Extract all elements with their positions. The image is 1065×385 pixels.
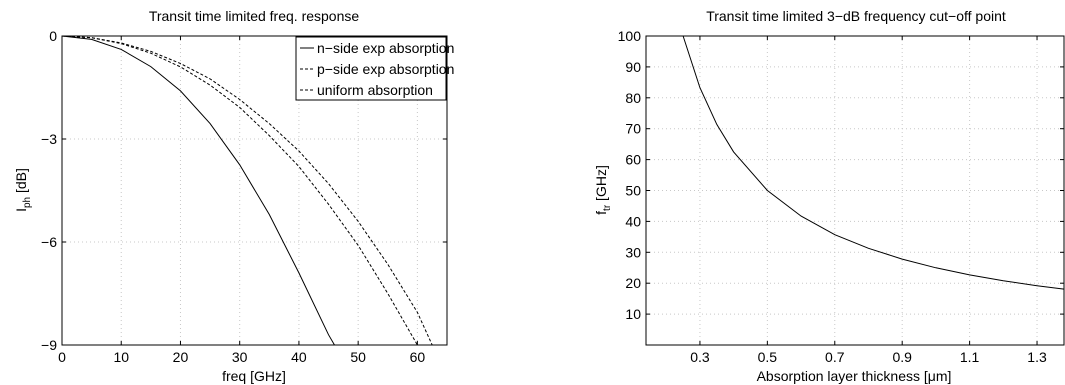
chart-left-ylabel-unit: [dB] bbox=[13, 168, 29, 197]
chart-left-series-2 bbox=[61, 35, 433, 346]
chart-right-xtick-label: 0.3 bbox=[690, 349, 710, 365]
chart-right-ytick-label: 90 bbox=[625, 59, 641, 75]
chart-right: Transit time limited 3−dB frequency cut−… bbox=[593, 8, 1065, 384]
chart-left-xlabel: freq [GHz] bbox=[222, 368, 286, 384]
chart-left-xtick-label: 10 bbox=[113, 349, 129, 365]
chart-right-ytick-label: 100 bbox=[618, 28, 642, 44]
chart-left-series-1 bbox=[61, 35, 418, 346]
chart-left-ylabel-main: I bbox=[13, 208, 29, 212]
chart-right-ytick-label: 60 bbox=[625, 152, 641, 168]
chart-right-xtick-label: 0.5 bbox=[758, 349, 778, 365]
chart-left-series-0 bbox=[61, 35, 335, 346]
chart-left-xtick-label: 0 bbox=[58, 349, 66, 365]
chart-left-ticks: 0 10 20 30 40 50 60 0 −3 −6 −9 bbox=[41, 28, 447, 365]
chart-left-xtick-label: 60 bbox=[410, 349, 426, 365]
chart-right-ytick-label: 20 bbox=[625, 275, 641, 291]
chart-left-ytick-label: −6 bbox=[41, 234, 57, 250]
chart-right-ylabel-main: f bbox=[593, 211, 609, 215]
legend-label-uniform: uniform absorption bbox=[317, 82, 433, 98]
chart-right-ytick-label: 30 bbox=[625, 244, 641, 260]
chart-left-xtick-label: 50 bbox=[350, 349, 366, 365]
chart-right-ytick-label: 10 bbox=[625, 306, 641, 322]
chart-left-ytick-label: 0 bbox=[49, 28, 57, 44]
legend-box bbox=[295, 36, 447, 101]
chart-right-grid bbox=[646, 35, 1064, 345]
chart-right-ylabel-sub: tr bbox=[602, 204, 613, 211]
chart-left-ylabel: Iph [dB] bbox=[13, 168, 33, 212]
chart-left-xtick-label: 30 bbox=[232, 349, 248, 365]
chart-left: Transit time limited freq. response 0 10 2… bbox=[13, 8, 454, 384]
chart-right-plot-bg bbox=[646, 36, 1065, 345]
chart-left-legend: n−side exp absorption p−side exp absorpt… bbox=[295, 36, 454, 101]
chart-right-xlabel: Absorption layer thickness [μm] bbox=[757, 368, 952, 384]
chart-left-xtick-label: 40 bbox=[291, 349, 307, 365]
chart-right-xtick-label: 1.1 bbox=[960, 349, 980, 365]
chart-left-title: Transit time limited freq. response bbox=[149, 8, 360, 24]
chart-right-series bbox=[682, 35, 1065, 290]
chart-left-frame bbox=[61, 35, 448, 346]
chart-right-xtick-label: 0.9 bbox=[892, 349, 912, 365]
chart-left-xtick-label: 20 bbox=[173, 349, 189, 365]
chart-right-ytick-label: 80 bbox=[625, 90, 641, 106]
chart-left-series bbox=[61, 35, 433, 346]
chart-right-series-0 bbox=[682, 35, 1065, 290]
legend-label-n-side: n−side exp absorption bbox=[317, 40, 454, 56]
chart-right-ytick-label: 70 bbox=[625, 121, 641, 137]
chart-left-ylabel-sub: ph bbox=[22, 197, 33, 208]
chart-right-title: Transit time limited 3−dB frequency cut−… bbox=[706, 8, 1006, 24]
chart-left-ytick-label: −9 bbox=[41, 337, 57, 353]
chart-right-xtick-label: 0.7 bbox=[825, 349, 845, 365]
chart-right-ytick-label: 40 bbox=[625, 213, 641, 229]
chart-right-ylabel-unit: [GHz] bbox=[593, 165, 609, 205]
chart-left-ytick-label: −3 bbox=[41, 131, 57, 147]
chart-right-ylabel: ftr [GHz] bbox=[593, 165, 613, 215]
legend-label-p-side: p−side exp absorption bbox=[317, 61, 454, 77]
chart-right-xtick-label: 1.3 bbox=[1027, 349, 1047, 365]
chart-right-ytick-label: 50 bbox=[625, 183, 641, 199]
chart-right-ticks: 0.3 0.5 0.7 0.9 1.1 1.3 10 20 30 40 50 60 70 80 90 100 bbox=[618, 28, 1064, 365]
